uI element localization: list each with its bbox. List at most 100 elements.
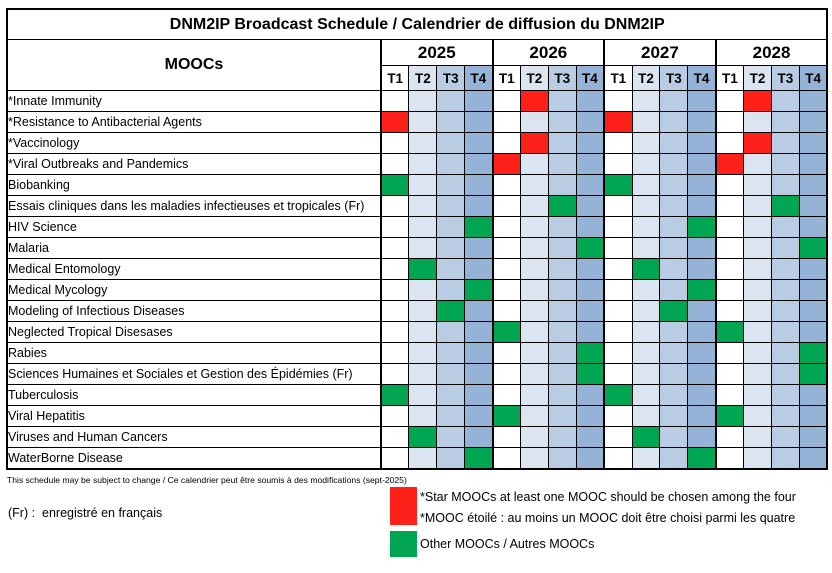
cell-2026-T4 — [575, 174, 605, 196]
cell-2028-T4 — [798, 258, 828, 280]
cell-2025-T2 — [408, 384, 438, 406]
cell-2027-T1 — [603, 321, 633, 343]
cell-2027-T1-other-mark — [603, 384, 633, 406]
cell-2025-T3 — [436, 342, 466, 364]
moocs-column-header: MOOCs — [6, 39, 382, 91]
other-mooc-legend-swatch — [390, 531, 417, 557]
schedule-row: *Innate Immunity — [6, 90, 828, 112]
quarter-header-2027-T1: T1 — [603, 65, 633, 91]
cell-2027-T3 — [659, 426, 689, 448]
cell-2026-T4 — [575, 258, 605, 280]
cell-2026-T4 — [575, 90, 605, 112]
cell-2027-T3 — [659, 195, 689, 217]
cell-2028-T4 — [798, 195, 828, 217]
cell-2027-T4 — [687, 342, 717, 364]
cell-2026-T2 — [519, 426, 549, 448]
cell-2025-T1 — [380, 216, 410, 238]
mooc-label: *Innate Immunity — [6, 90, 382, 112]
cell-2028-T2 — [743, 447, 772, 470]
cell-2025-T3 — [436, 405, 466, 427]
cell-2028-T3 — [770, 216, 800, 238]
star-mooc-legend-line2: *MOOC étoilé : au moins un MOOC doit êtr… — [420, 511, 796, 525]
cell-2027-T2 — [631, 300, 661, 322]
cell-2026-T3 — [547, 426, 577, 448]
cell-2025-T3 — [436, 153, 466, 175]
cell-2026-T3-other-mark — [547, 195, 577, 217]
cell-2025-T3 — [436, 258, 466, 280]
cell-2025-T3 — [436, 447, 466, 470]
cell-2028-T2 — [743, 279, 772, 301]
year-header-2027: 2027 — [603, 39, 717, 66]
cell-2026-T4 — [575, 426, 605, 448]
cell-2027-T3 — [659, 342, 689, 364]
cell-2028-T2 — [743, 426, 772, 448]
cell-2027-T2-other-mark — [631, 426, 661, 448]
cell-2028-T4 — [798, 279, 828, 301]
cell-2026-T4 — [575, 279, 605, 301]
cell-2025-T1 — [380, 132, 410, 154]
cell-2028-T3 — [770, 321, 800, 343]
cell-2025-T2 — [408, 153, 438, 175]
cell-2026-T1 — [491, 216, 521, 238]
cell-2028-T2 — [743, 195, 772, 217]
cell-2025-T3 — [436, 216, 466, 238]
cell-2028-T2 — [743, 153, 772, 175]
cell-2026-T4 — [575, 216, 605, 238]
cell-2026-T1 — [491, 279, 521, 301]
schedule-row: Essais cliniques dans les maladies infec… — [6, 195, 828, 217]
cell-2025-T1 — [380, 258, 410, 280]
quarter-header-2026-T1: T1 — [491, 65, 521, 91]
mooc-label: *Resistance to Antibacterial Agents — [6, 111, 382, 133]
cell-2026-T3 — [547, 111, 577, 133]
cell-2028-T3-other-mark — [770, 195, 800, 217]
cell-2025-T1 — [380, 237, 410, 259]
cell-2025-T1 — [380, 447, 410, 470]
quarter-header-2028-T4: T4 — [798, 65, 828, 91]
cell-2025-T4 — [464, 363, 494, 385]
mooc-label: *Vaccinology — [6, 132, 382, 154]
cell-2028-T1-star-mark — [714, 153, 745, 175]
cell-2027-T3 — [659, 90, 689, 112]
cell-2028-T4 — [798, 426, 828, 448]
cell-2026-T3 — [547, 90, 577, 112]
cell-2025-T4 — [464, 342, 494, 364]
schedule-row: Medical Entomology — [6, 258, 828, 280]
cell-2026-T1 — [491, 195, 521, 217]
mooc-label: Medical Entomology — [6, 258, 382, 280]
mooc-label: HIV Science — [6, 216, 382, 238]
cell-2025-T1 — [380, 195, 410, 217]
cell-2028-T2 — [743, 342, 772, 364]
cell-2025-T3 — [436, 90, 466, 112]
cell-2027-T2 — [631, 279, 661, 301]
cell-2026-T2 — [519, 384, 549, 406]
cell-2027-T3 — [659, 363, 689, 385]
cell-2025-T4 — [464, 405, 494, 427]
cell-2025-T1 — [380, 342, 410, 364]
cell-2025-T1-other-mark — [380, 174, 410, 196]
cell-2027-T1 — [603, 426, 633, 448]
cell-2028-T2 — [743, 384, 772, 406]
cell-2028-T3 — [770, 153, 800, 175]
mooc-label: Malaria — [6, 237, 382, 259]
cell-2027-T3 — [659, 132, 689, 154]
cell-2027-T4 — [687, 90, 717, 112]
cell-2026-T2 — [519, 216, 549, 238]
schedule-row: *Vaccinology — [6, 132, 828, 154]
cell-2027-T2-other-mark — [631, 258, 661, 280]
cell-2028-T3 — [770, 342, 800, 364]
cell-2025-T4 — [464, 153, 494, 175]
schedule-row: Medical Mycology — [6, 279, 828, 301]
cell-2028-T1 — [714, 216, 745, 238]
cell-2028-T3 — [770, 111, 800, 133]
cell-2026-T1 — [491, 300, 521, 322]
cell-2028-T1 — [714, 426, 745, 448]
cell-2028-T1 — [714, 258, 745, 280]
cell-2025-T4 — [464, 237, 494, 259]
french-recording-note: (Fr) : enregistré en français — [8, 506, 163, 520]
cell-2027-T4-other-mark — [687, 279, 717, 301]
cell-2028-T1-other-mark — [714, 405, 745, 427]
cell-2027-T1 — [603, 300, 633, 322]
cell-2025-T2 — [408, 279, 438, 301]
cell-2025-T4 — [464, 426, 494, 448]
cell-2026-T3 — [547, 363, 577, 385]
